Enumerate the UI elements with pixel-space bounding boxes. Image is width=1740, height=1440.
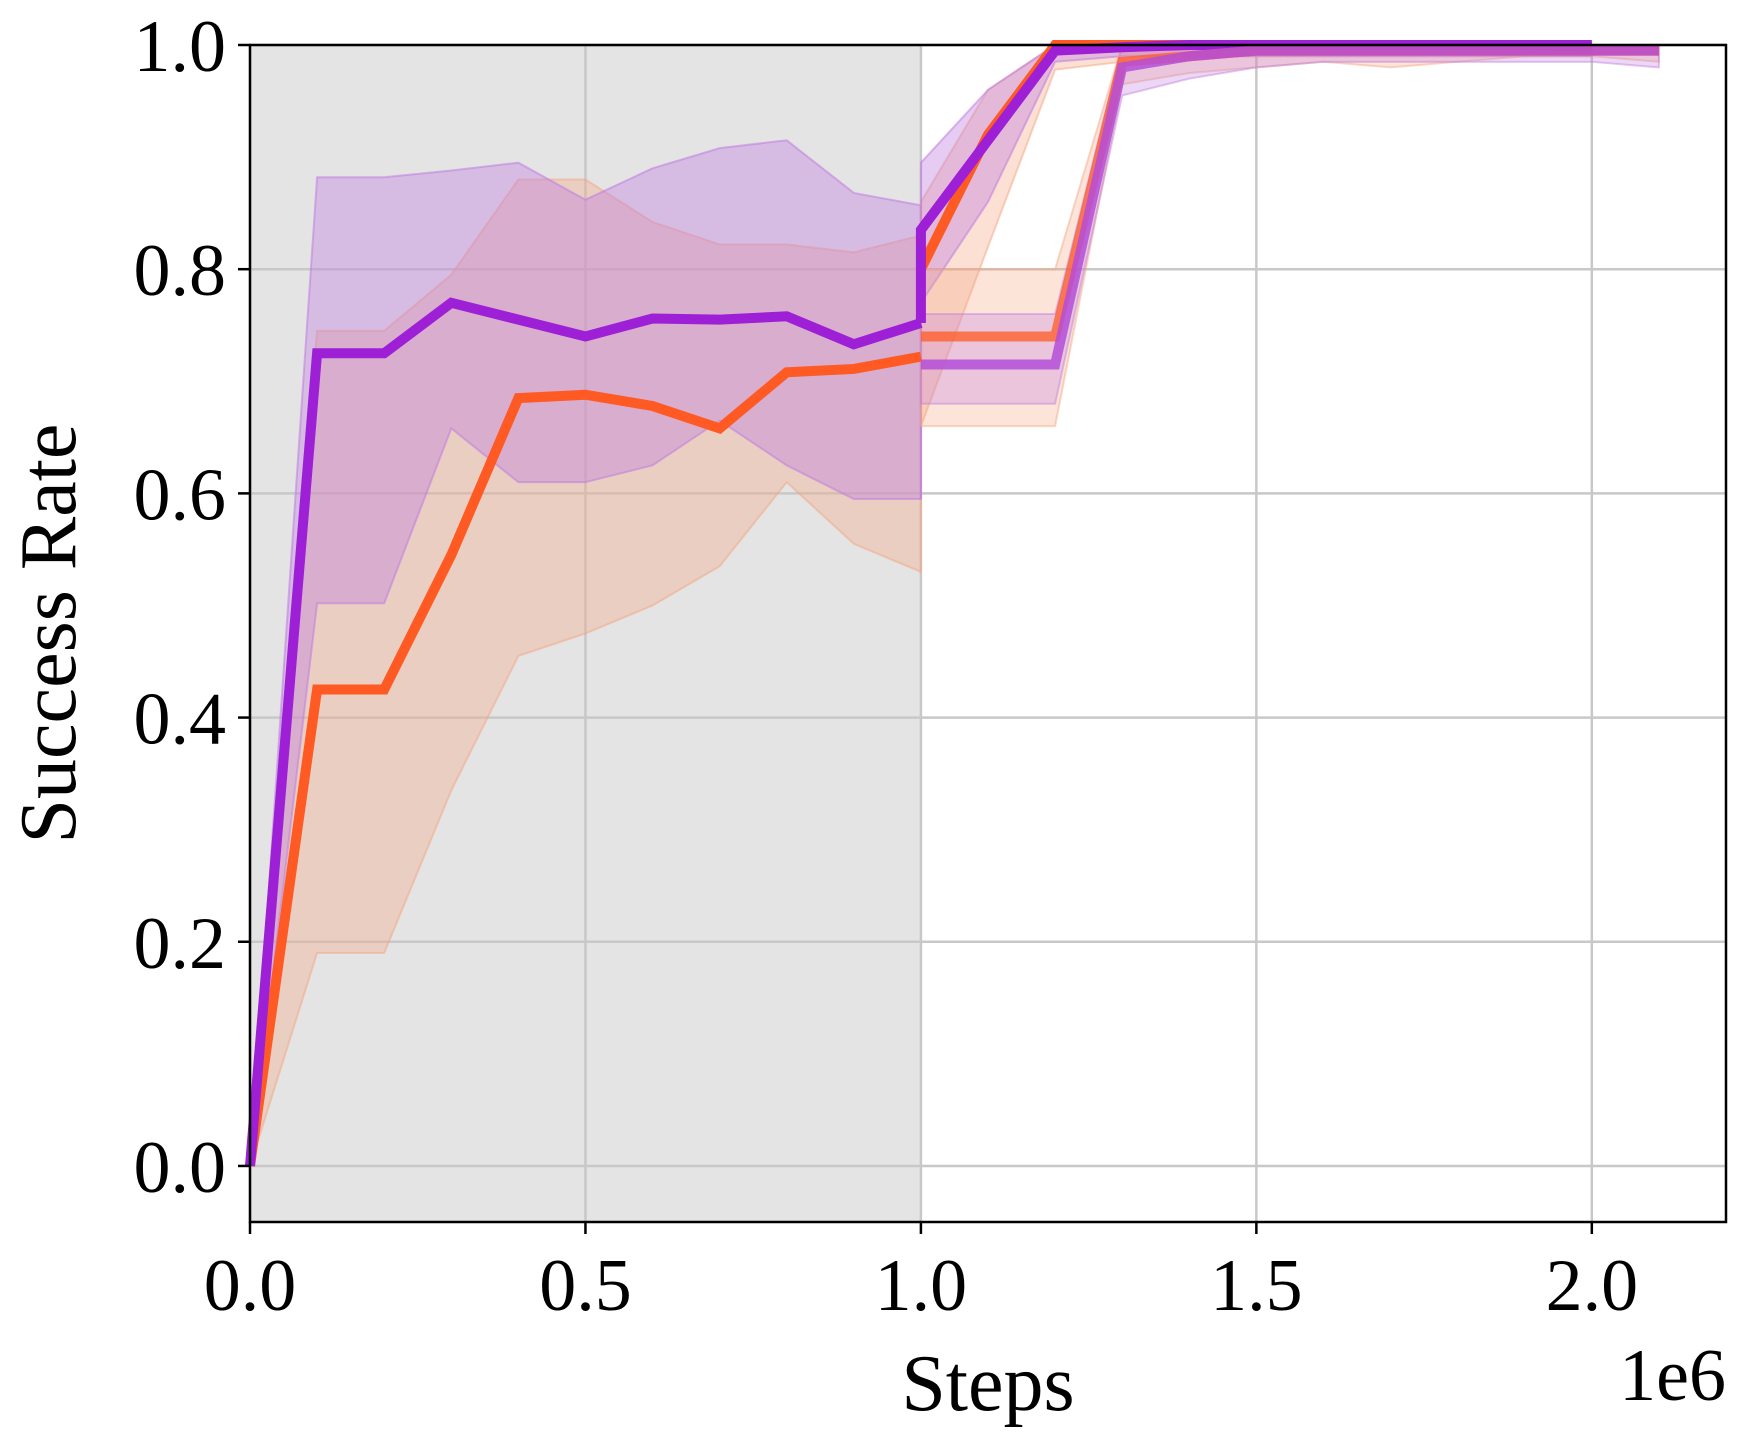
x-tick-label: 1.0 — [875, 1245, 968, 1327]
series-line — [245, 351, 922, 1167]
plot-frame — [248, 43, 1728, 1224]
axes-layer — [248, 43, 1728, 1224]
y-tick-label: 0.2 — [134, 903, 227, 985]
x-tick-label: 0.5 — [539, 1245, 632, 1327]
x-tick-label: 0.0 — [204, 1245, 297, 1327]
y-tick-label: 0.0 — [134, 1127, 227, 1209]
y-axis-label: Success Rate — [5, 424, 93, 844]
tick-layer: 0.0 0.5 1.0 1.5 2.0 0.0 0.2 0.4 0.6 0.8 1.0 — [134, 6, 1639, 1327]
x-axis-label: Steps — [901, 1340, 1074, 1428]
x-axis-offset-label: 1e6 — [1619, 1335, 1726, 1417]
x-tick-label: 1.5 — [1210, 1245, 1303, 1327]
x-tick-label: 2.0 — [1546, 1245, 1639, 1327]
series-line — [920, 45, 1659, 370]
y-tick-label: 0.4 — [134, 679, 227, 761]
y-tick-label: 0.8 — [134, 230, 227, 312]
y-tick-label: 1.0 — [134, 6, 227, 88]
y-tick-label: 0.6 — [134, 454, 227, 536]
series-line — [245, 297, 923, 1167]
